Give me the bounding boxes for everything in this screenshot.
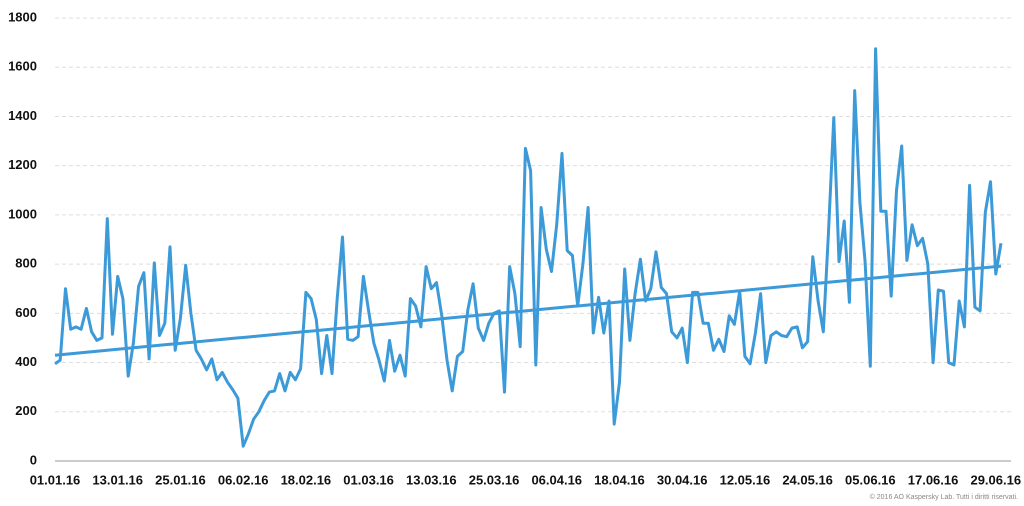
- y-tick-label: 0: [30, 452, 37, 467]
- x-tick-label: 12.05.16: [720, 472, 771, 487]
- x-tick-label: 01.01.16: [30, 472, 81, 487]
- x-tick-label: 30.04.16: [657, 472, 708, 487]
- y-tick-label: 1800: [8, 9, 37, 24]
- y-tick-label: 1400: [8, 108, 37, 123]
- y-tick-label: 1000: [8, 206, 37, 221]
- x-tick-label: 13.01.16: [92, 472, 143, 487]
- x-tick-label: 18.04.16: [594, 472, 645, 487]
- x-tick-label: 18.02.16: [281, 472, 332, 487]
- data-line: [54, 47, 1003, 448]
- x-tick-label: 25.03.16: [469, 472, 520, 487]
- y-tick-label: 600: [15, 305, 37, 320]
- x-tick-label: 17.06.16: [908, 472, 959, 487]
- y-tick-label: 800: [15, 256, 37, 271]
- y-tick-label: 200: [15, 403, 37, 418]
- y-tick-label: 400: [15, 354, 37, 369]
- x-tick-label: 13.03.16: [406, 472, 457, 487]
- x-tick-label: 06.04.16: [531, 472, 582, 487]
- trend-line: [54, 264, 1002, 357]
- x-tick-label: 25.01.16: [155, 472, 206, 487]
- x-tick-label: 24.05.16: [782, 472, 833, 487]
- x-tick-label: 29.06.16: [970, 472, 1021, 487]
- x-tick-label: 05.06.16: [845, 472, 896, 487]
- y-tick-label: 1600: [8, 59, 37, 74]
- footnote: © 2016 AO Kaspersky Lab. Tutti i diritti…: [870, 493, 1018, 501]
- x-tick-label: 01.03.16: [343, 472, 394, 487]
- x-tick-label: 06.02.16: [218, 472, 269, 487]
- y-tick-label: 1200: [8, 157, 37, 172]
